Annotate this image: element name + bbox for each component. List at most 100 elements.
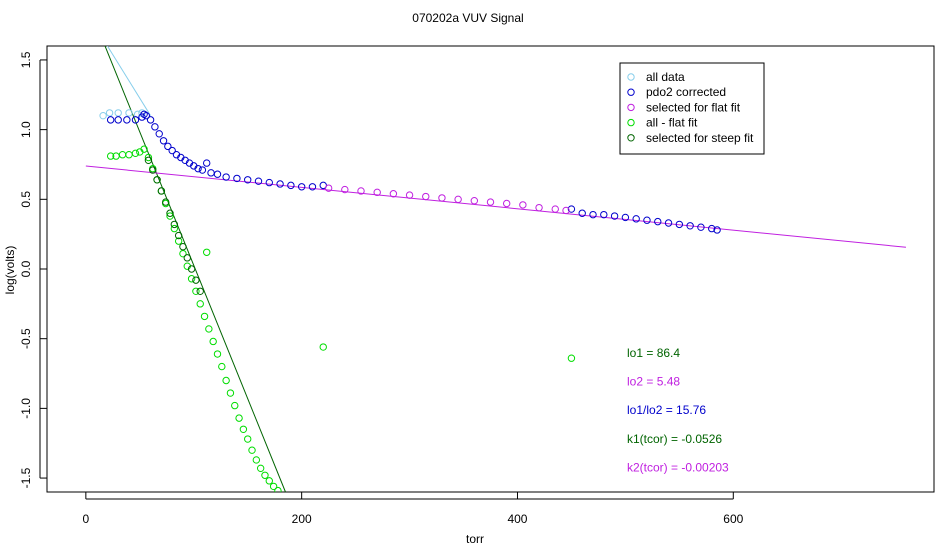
- legend-label: selected for steep fit: [646, 131, 754, 145]
- data-points: [99, 109, 721, 492]
- data-point: [194, 164, 202, 173]
- data-point: [146, 116, 155, 124]
- data-point: [269, 482, 278, 491]
- data-point: [405, 191, 414, 199]
- data-point: [213, 170, 222, 178]
- x-axis: 0 200 400 600: [83, 492, 744, 526]
- data-point: [664, 219, 673, 227]
- y-tick-label: -1.5: [19, 467, 33, 488]
- data-point: [218, 362, 226, 371]
- data-point: [123, 116, 131, 124]
- data-point: [174, 237, 183, 245]
- data-point: [209, 337, 217, 346]
- legend-marker: [627, 134, 635, 142]
- data-point: [274, 486, 282, 492]
- data-point: [562, 206, 570, 215]
- data-point: [226, 389, 235, 397]
- data-point: [470, 197, 479, 205]
- data-point: [256, 464, 265, 473]
- data-point: [265, 477, 273, 485]
- y-tick-label: 1.5: [19, 51, 33, 68]
- data-point: [118, 151, 127, 159]
- data-point: [205, 325, 213, 333]
- data-point: [166, 212, 174, 220]
- data-point: [203, 248, 211, 256]
- data-point: [519, 201, 527, 209]
- legend-label: all - flat fit: [646, 116, 698, 130]
- data-point: [252, 456, 261, 464]
- data-point: [261, 471, 269, 479]
- series-points: [106, 110, 721, 234]
- data-point: [155, 130, 163, 138]
- data-point: [324, 184, 333, 192]
- x-tick-label: 600: [723, 512, 743, 526]
- data-point: [643, 216, 651, 224]
- x-tick-label: 400: [507, 512, 527, 526]
- data-point: [140, 110, 148, 118]
- series-points: [144, 156, 204, 295]
- x-tick-label: 0: [83, 512, 90, 526]
- data-point: [207, 169, 215, 177]
- data-point: [157, 187, 166, 195]
- data-point: [713, 226, 721, 234]
- data-point: [192, 276, 200, 284]
- data-point: [231, 401, 239, 410]
- data-point: [632, 215, 640, 223]
- data-point: [248, 446, 256, 454]
- data-point: [99, 111, 107, 120]
- data-point: [198, 166, 207, 174]
- data-point: [708, 224, 716, 233]
- data-point: [179, 243, 187, 251]
- data-point: [106, 152, 115, 160]
- data-point: [244, 435, 252, 443]
- data-point: [174, 231, 183, 240]
- data-point: [357, 187, 365, 195]
- data-point: [196, 287, 204, 295]
- legend-marker: [627, 73, 635, 81]
- data-point: [187, 265, 196, 273]
- data-point: [341, 185, 349, 194]
- y-tick-label: -0.5: [19, 328, 33, 349]
- data-point: [105, 109, 114, 117]
- fit-lines: [85, 46, 906, 492]
- data-point: [183, 254, 191, 262]
- data-point: [131, 116, 140, 124]
- data-point: [235, 414, 243, 422]
- data-point: [179, 249, 187, 258]
- fit-line: [85, 165, 906, 248]
- fit-annotation: lo1 = 86.4: [627, 346, 680, 360]
- data-point: [149, 166, 157, 174]
- data-point: [106, 116, 115, 124]
- data-point: [319, 343, 327, 351]
- data-point: [114, 116, 122, 124]
- y-tick-label: 0.0: [19, 260, 33, 277]
- fit-annotations: lo1 = 86.4 lo2 = 5.48 lo1/lo2 = 15.76 k1(tc…: [627, 346, 729, 474]
- legend-label: selected for flat fit: [646, 100, 741, 114]
- data-point: [254, 177, 263, 185]
- data-point: [140, 145, 148, 153]
- y-tick-label: 1.0: [19, 121, 33, 138]
- data-point: [159, 137, 168, 145]
- fit-annotation: lo1/lo2 = 15.76: [627, 403, 706, 417]
- data-point: [589, 210, 597, 219]
- legend-marker: [627, 103, 635, 112]
- data-point: [438, 194, 446, 202]
- data-point: [454, 195, 462, 204]
- data-point: [578, 209, 586, 217]
- data-point: [621, 213, 630, 222]
- data-point: [551, 205, 559, 213]
- data-point: [567, 354, 576, 362]
- data-point: [535, 203, 543, 212]
- data-point: [161, 198, 170, 206]
- data-point: [697, 223, 705, 231]
- data-point: [187, 275, 196, 283]
- fit-line: [107, 46, 152, 116]
- legend-label: pdo2 corrected: [646, 85, 726, 99]
- x-axis-label: torr: [466, 532, 484, 546]
- legend-marker: [627, 118, 635, 127]
- data-point: [166, 209, 174, 217]
- data-point: [192, 287, 200, 295]
- data-point: [422, 192, 430, 201]
- legend-marker: [627, 88, 635, 96]
